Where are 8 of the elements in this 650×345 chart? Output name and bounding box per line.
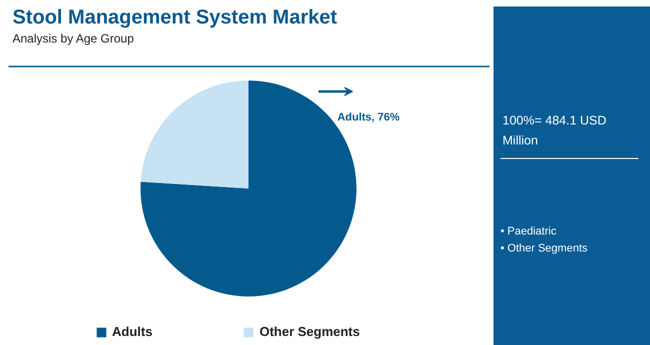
text: 100%= 484.1 USD Million <box>502 114 606 148</box>
chart-subtitle: Analysis by Age Group <box>12 32 134 46</box>
chart-title: Stool Management System Market <box>12 6 338 28</box>
legend-label: Other Segments <box>259 324 360 339</box>
text: • Paediatric <box>500 226 557 238</box>
text: • Other Segments <box>500 242 588 254</box>
data-label: Adults, 76% <box>337 112 400 124</box>
legend-label: Adults <box>112 324 152 339</box>
